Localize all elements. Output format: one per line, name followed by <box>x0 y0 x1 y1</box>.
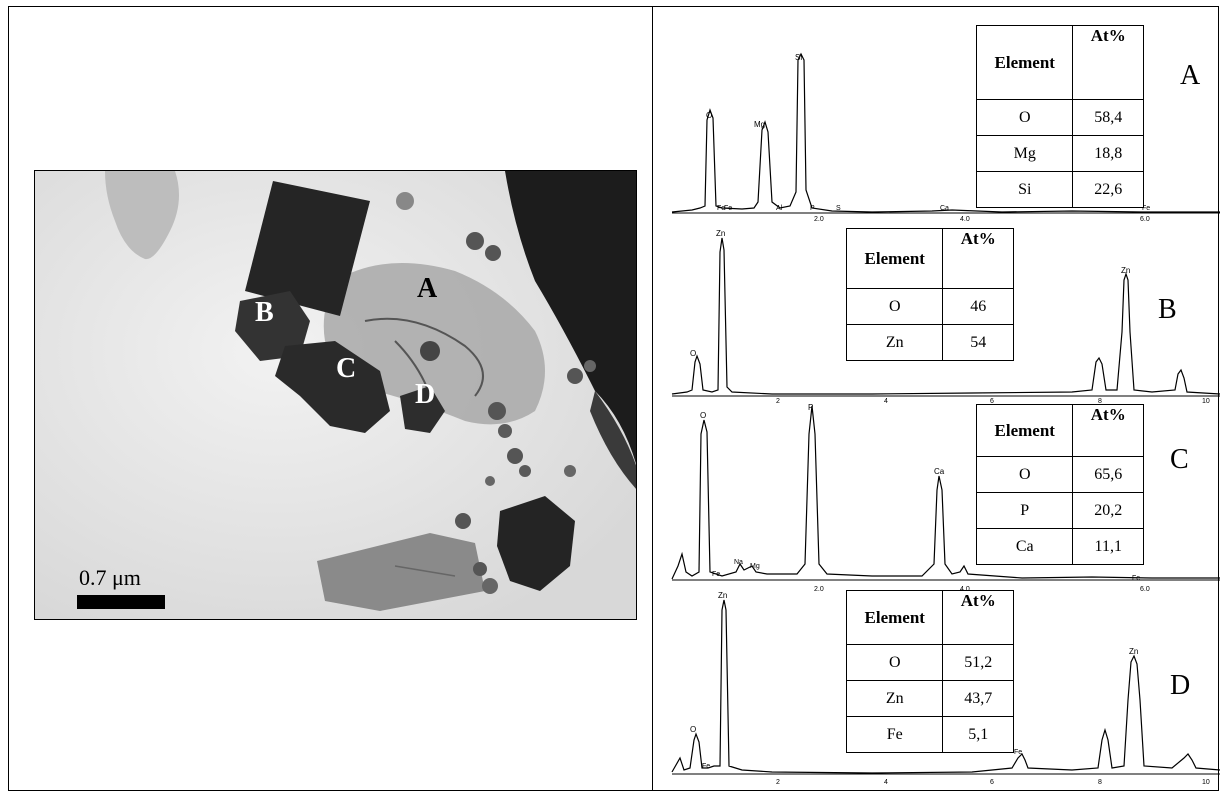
eds-panel-d: Zn O Fe Fe Zn 2 4 6 8 10 Element At% O 51… <box>671 590 1220 790</box>
particle-label-b: B <box>255 297 274 328</box>
tick-a-0: 2.0 <box>814 216 824 223</box>
tick-a-2: 6.0 <box>1140 216 1150 223</box>
peak-label-d-3: Fe <box>1014 749 1022 756</box>
table-cell: Si <box>975 171 1074 208</box>
peak-label-c-5: Fe <box>712 571 720 578</box>
element-table-a: Element At% O 58,4 Mg 18,8 Si 22,6 <box>975 25 1144 208</box>
peak-label-a-5: Al <box>776 205 783 212</box>
peak-label-d-4: Zn <box>1129 647 1138 656</box>
tick-c-1: 4.0 <box>960 586 970 593</box>
figure-frame <box>8 6 1219 791</box>
table-cell: 18,8 <box>1072 135 1144 172</box>
eds-spectrum-a: O Mg Si Fe Fe Al P S Ca Fe 2.0 4.0 6.0 <box>671 52 1220 223</box>
peak-label-c-2: Ca <box>934 467 945 476</box>
particle-label-a: A <box>417 273 438 304</box>
peak-label-d-0: Zn <box>718 591 727 600</box>
table-header-element: Element <box>845 228 944 289</box>
peak-label-b-1: O <box>690 349 696 358</box>
table-header-at: At% <box>1072 404 1144 457</box>
peak-label-a-2: Si <box>795 53 802 62</box>
table-cell: 22,6 <box>1072 171 1144 208</box>
table-header-element: Element <box>845 590 944 645</box>
peak-label-c-0: O <box>700 411 706 420</box>
micrograph-image <box>35 171 636 619</box>
spectrum-label-d: D <box>1170 670 1191 701</box>
table-cell: Zn <box>845 680 944 717</box>
eds-spectrum-c: O P Ca Na Mg Fe Fe 2.0 4.0 6.0 <box>671 403 1220 593</box>
peak-label-a-9: Fe <box>1142 205 1150 212</box>
table-cell: 54 <box>942 324 1014 361</box>
eds-panel-a: O Mg Si Fe Fe Al P S Ca Fe 2.0 4.0 6.0 E… <box>671 20 1220 223</box>
tick-b-1: 4 <box>884 398 888 405</box>
tick-c-0: 2.0 <box>814 586 824 593</box>
element-table-b: Element At% O 46 Zn 54 <box>845 228 1014 361</box>
scale-bar <box>77 595 165 609</box>
peak-label-a-1: Mg <box>754 120 765 129</box>
peak-label-a-4: Fe <box>724 205 732 212</box>
table-cell: P <box>975 492 1074 529</box>
table-cell: 58,4 <box>1072 99 1144 136</box>
table-cell: O <box>845 288 944 325</box>
tick-c-2: 6.0 <box>1140 586 1150 593</box>
eds-panel-b: Zn O Zn 2 4 6 8 10 Element At% O 46 Zn 54 … <box>671 222 1220 405</box>
tick-b-3: 8 <box>1098 398 1102 405</box>
element-table-d: Element At% O 51,2 Zn 43,7 Fe 5,1 <box>845 590 1014 753</box>
peak-label-a-0: O <box>706 111 712 120</box>
eds-panel-c: O P Ca Na Mg Fe Fe 2.0 4.0 6.0 Element A… <box>671 403 1220 594</box>
table-cell: 20,2 <box>1072 492 1144 529</box>
table-cell: Ca <box>975 528 1074 565</box>
table-cell: Mg <box>975 135 1074 172</box>
peak-label-a-6: P <box>810 205 815 212</box>
table-header-at: At% <box>942 590 1014 645</box>
table-header-element: Element <box>975 25 1074 100</box>
table-header-at: At% <box>1072 25 1144 100</box>
table-header-element: Element <box>975 404 1074 457</box>
table-cell: O <box>975 99 1074 136</box>
peak-label-a-7: S <box>836 205 841 212</box>
tick-b-2: 6 <box>990 398 994 405</box>
peak-label-c-4: Mg <box>750 563 760 570</box>
spectrum-label-b: B <box>1158 294 1177 325</box>
peak-label-c-3: Na <box>734 559 743 566</box>
spectrum-label-a: A <box>1180 60 1201 91</box>
particle-label-c: C <box>336 353 357 384</box>
table-cell: O <box>975 456 1074 493</box>
peak-label-c-6: Fe <box>1132 575 1140 582</box>
column-divider <box>652 6 653 791</box>
spectrum-label-c: C <box>1170 444 1189 475</box>
particle-label-d: D <box>415 379 436 410</box>
tick-d-2: 6 <box>990 779 994 786</box>
table-cell: 51,2 <box>942 644 1014 681</box>
peak-label-a-8: Ca <box>940 205 949 212</box>
table-cell: 43,7 <box>942 680 1014 717</box>
tem-micrograph: A B C D 0.7 μm <box>34 170 637 620</box>
tick-d-3: 8 <box>1098 779 1102 786</box>
peak-label-d-1: O <box>690 725 696 734</box>
tick-a-1: 4.0 <box>960 216 970 223</box>
tick-b-4: 10 <box>1202 398 1210 405</box>
element-table-c: Element At% O 65,6 P 20,2 Ca 11,1 <box>975 404 1144 565</box>
eds-spectrum-d: Zn O Fe Fe Zn 2 4 6 8 10 <box>671 591 1220 786</box>
table-cell: 65,6 <box>1072 456 1144 493</box>
tick-d-4: 10 <box>1202 779 1210 786</box>
eds-spectrum-b: Zn O Zn 2 4 6 8 10 <box>671 229 1220 405</box>
table-cell: Zn <box>845 324 944 361</box>
table-cell: 11,1 <box>1072 528 1144 565</box>
peak-label-b-0: Zn <box>716 229 725 238</box>
tick-d-1: 4 <box>884 779 888 786</box>
table-header-at: At% <box>942 228 1014 289</box>
peak-label-d-2: Fe <box>702 763 710 770</box>
peak-label-b-2: Zn <box>1121 266 1130 275</box>
peak-label-a-3: Fe <box>717 205 725 212</box>
table-cell: O <box>845 644 944 681</box>
scale-bar-label: 0.7 μm <box>79 565 141 590</box>
table-cell: 46 <box>942 288 1014 325</box>
table-cell: 5,1 <box>942 716 1014 753</box>
peak-label-c-1: P <box>808 403 813 412</box>
tick-b-0: 2 <box>776 398 780 405</box>
table-cell: Fe <box>845 716 944 753</box>
tick-d-0: 2 <box>776 779 780 786</box>
